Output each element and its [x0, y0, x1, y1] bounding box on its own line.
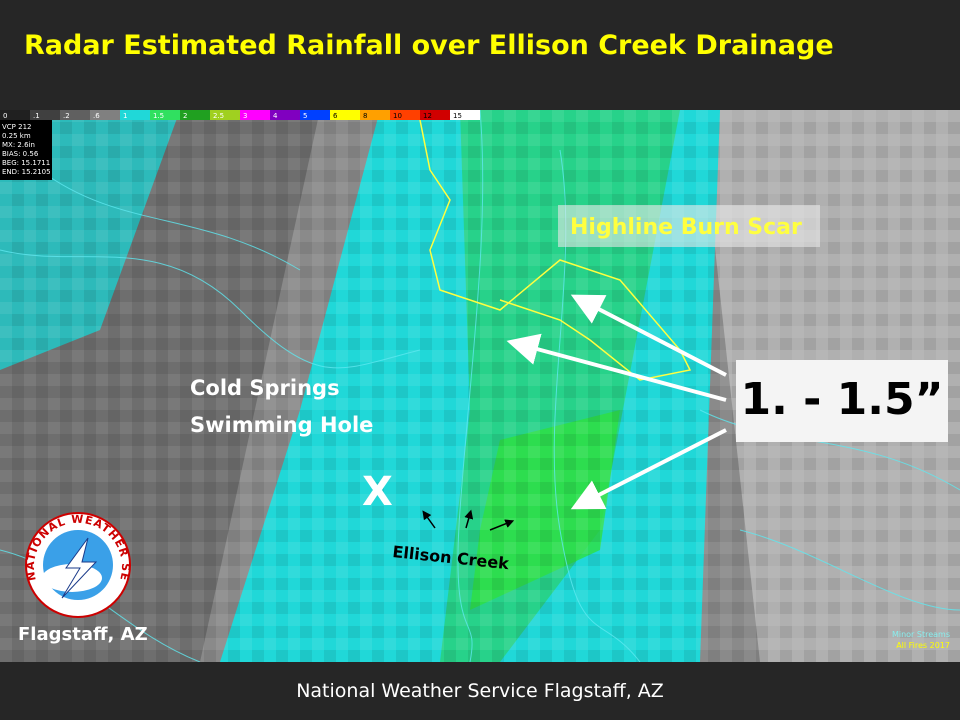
place-marker: X	[362, 469, 393, 515]
overlay-legend: All Fires 2017	[896, 641, 950, 650]
place-label: Swimming Hole	[190, 413, 373, 437]
color-swatch	[180, 110, 210, 120]
radar-info: 0.25 km	[2, 132, 31, 140]
scale-label: 12	[423, 112, 432, 120]
burn-scar-label: Highline Burn Scar	[570, 215, 802, 240]
color-swatch	[450, 110, 480, 120]
scale-label: 8	[363, 112, 367, 120]
color-swatch	[270, 110, 300, 120]
amount-label: 1. - 1.5”	[740, 374, 943, 425]
radar-info-box	[0, 120, 52, 180]
scale-label: 15	[453, 112, 462, 120]
color-swatch	[210, 110, 240, 120]
scale-label: 5	[303, 112, 307, 120]
scale-label: .6	[93, 112, 100, 120]
label-box	[736, 360, 948, 442]
color-scale: 0 .1 .2 .6 1 1.5 2 2.5 3 4 5 6 8 10 12 15	[0, 110, 480, 120]
color-swatch	[420, 110, 450, 120]
color-swatch	[390, 110, 420, 120]
color-swatch	[0, 110, 30, 120]
overlay-legend: Minor Streams	[892, 630, 950, 639]
color-swatch	[150, 110, 180, 120]
scale-label: 2	[183, 112, 187, 120]
place-label: Cold Springs	[190, 376, 340, 400]
arrows	[506, 294, 727, 510]
color-swatch	[60, 110, 90, 120]
scale-label: 4	[273, 112, 278, 120]
color-swatch	[90, 110, 120, 120]
color-swatch	[240, 110, 270, 120]
radar-info: END: 15.2105	[2, 168, 51, 176]
color-swatch	[330, 110, 360, 120]
radar-info: BEG: 15.1711	[2, 159, 50, 167]
color-swatch	[300, 110, 330, 120]
scale-label: 6	[333, 112, 338, 120]
office-label: Flagstaff, AZ	[18, 624, 148, 645]
scale-label: 1	[123, 112, 127, 120]
scale-label: 1.5	[153, 112, 164, 120]
slide-title: Radar Estimated Rainfall over Ellison Cr…	[24, 30, 834, 61]
footer: National Weather Service Flagstaff, AZ	[296, 680, 664, 702]
label-box	[558, 205, 820, 247]
creek-arrows	[422, 509, 515, 531]
radar-info: VCP 212	[2, 123, 31, 131]
color-swatch	[120, 110, 150, 120]
scale-label: 3	[243, 112, 247, 120]
color-swatch	[30, 110, 60, 120]
color-swatch	[360, 110, 390, 120]
radar-info: MX: 2.6in	[2, 141, 35, 149]
scale-label: .2	[63, 112, 70, 120]
radar-info: BIAS: 0.56	[2, 150, 39, 158]
scale-label: 10	[393, 112, 402, 120]
scale-label: 2.5	[213, 112, 224, 120]
scale-label: .1	[33, 112, 40, 120]
burn-scar-outline	[419, 119, 692, 381]
scale-label: 0	[3, 112, 7, 120]
